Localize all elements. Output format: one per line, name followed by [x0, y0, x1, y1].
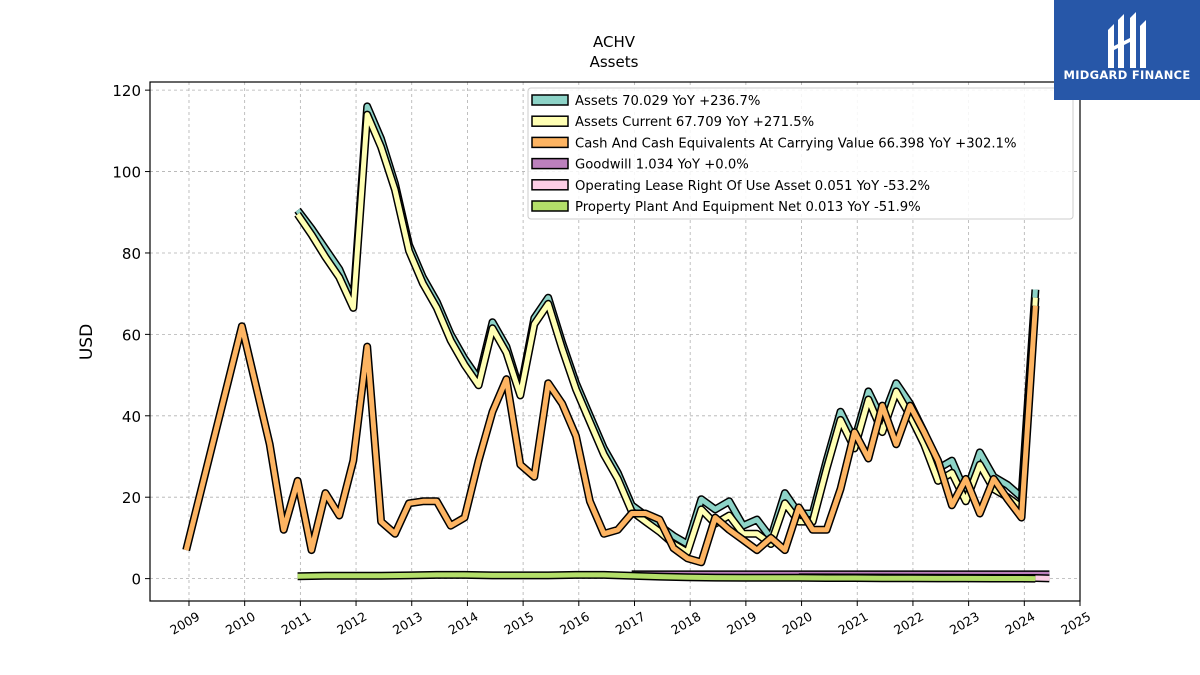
- y-tick-label: 80: [122, 245, 141, 263]
- chart-title: ACHV: [593, 33, 636, 51]
- x-tick-label: 2023: [947, 609, 982, 638]
- x-tick-label: 2021: [835, 609, 870, 638]
- legend-entry: Assets Current 67.709 YoY +271.5%: [575, 115, 814, 130]
- series-property-plant-and-equipment-net: [297, 570, 1036, 583]
- series-layer: [182, 102, 1050, 583]
- series-outline: [182, 305, 1040, 567]
- chart-subtitle: Assets: [590, 53, 639, 71]
- legend-swatch: [531, 157, 569, 170]
- x-tick-label: 2019: [724, 609, 759, 638]
- legend-entry: Goodwill 1.034 YoY +0.0%: [575, 158, 749, 173]
- x-tick-label: 2010: [223, 609, 258, 638]
- x-tick-label: 2011: [279, 609, 314, 638]
- legend-entry: Assets 70.029 YoY +236.7%: [575, 94, 760, 109]
- legend-swatch: [531, 94, 569, 106]
- x-tick-label: 2022: [891, 609, 926, 638]
- y-tick-label: 20: [122, 489, 141, 507]
- legend-entry: Cash And Cash Equivalents At Carrying Va…: [575, 136, 1016, 151]
- plot-frame: [149, 81, 1081, 602]
- x-tick-label: 2012: [334, 609, 369, 638]
- legend-swatch: [531, 115, 569, 127]
- series-line: [183, 305, 1038, 565]
- legend-swatch: [531, 136, 569, 149]
- brand-logo: MIDGARD FINANCE: [1054, 0, 1200, 100]
- y-tick-label: 120: [112, 82, 141, 100]
- legend-swatch: [531, 200, 569, 212]
- x-tick-label: 2016: [557, 609, 592, 638]
- legend-swatch: [531, 179, 569, 191]
- x-tick-label: 2014: [446, 609, 481, 638]
- x-tick-label: 2017: [613, 609, 648, 638]
- series-line: [297, 572, 1036, 582]
- brand-logo-mark-icon: [1108, 12, 1146, 68]
- brand-name: MIDGARD FINANCE: [1063, 68, 1191, 82]
- x-tick-label: 2025: [1058, 609, 1093, 638]
- legend-entry: Property Plant And Equipment Net 0.013 Y…: [575, 200, 921, 215]
- y-tick-label: 40: [122, 408, 141, 426]
- y-tick-label: 0: [131, 571, 141, 589]
- x-tick-label: 2015: [501, 609, 536, 638]
- series-cash-and-cash-equivalents-at-carrying-value: [182, 305, 1040, 567]
- x-tick-label: 2013: [390, 609, 425, 638]
- y-tick-label: 100: [112, 164, 141, 182]
- y-tick-label: 60: [122, 326, 141, 344]
- legend: Assets 70.029 YoY +236.7% Assets Current …: [527, 87, 1074, 220]
- y-axis-label: USD: [77, 324, 97, 360]
- x-tick-label: 2009: [167, 609, 202, 638]
- x-tick-label: 2020: [780, 609, 815, 638]
- legend-entry: Operating Lease Right Of Use Asset 0.051…: [575, 179, 930, 194]
- x-tick-label: 2024: [1003, 609, 1038, 638]
- x-tick-label: 2018: [668, 609, 703, 638]
- legend-box: [527, 87, 1074, 220]
